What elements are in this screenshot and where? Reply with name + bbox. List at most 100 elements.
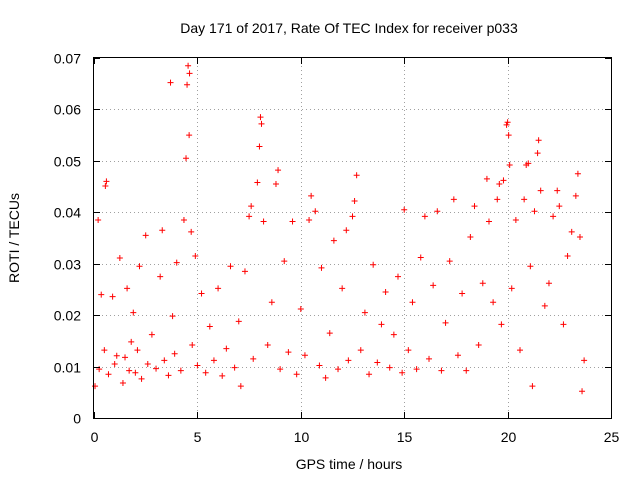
data-point [285,349,292,356]
data-point [102,183,109,190]
data-point [446,258,453,265]
data-point [322,374,329,381]
data-point [459,290,466,297]
data-point [316,362,323,369]
grid-lines [94,58,611,418]
data-point [370,261,377,268]
data-point [254,179,261,186]
data-point [177,367,184,374]
data-point [366,371,373,378]
data-point [394,273,401,280]
data-point [301,352,308,359]
data-point [219,372,226,379]
data-point [572,192,579,199]
data-point [231,364,238,371]
data-point [345,357,352,364]
data-point [144,361,151,367]
data-point [351,197,358,204]
data-point [202,369,209,376]
data-point [180,217,187,223]
chart-title: Day 171 of 2017, Rate Of TEC Index for r… [180,20,518,36]
data-point [173,259,180,266]
y-axis-label: ROTI / TECUs [6,193,22,283]
data-point [506,161,513,168]
data-point [529,383,536,390]
y-tick-label: 0 [73,411,81,427]
data-point [194,362,201,369]
data-point [517,347,524,354]
data-point [353,172,360,179]
data-point [277,366,284,373]
x-tick-label: 25 [604,429,620,445]
data-point [306,217,313,223]
data-point [126,367,133,374]
data-point [535,137,542,144]
data-point [185,62,192,69]
data-point [498,321,505,328]
data-point [527,263,534,270]
x-tick-label: 15 [397,429,413,445]
data-point [534,150,541,157]
data-point [250,355,257,362]
data-point [399,369,406,376]
data-point [442,319,449,326]
data-point [148,331,155,338]
data-point [183,155,190,162]
y-tick-label: 0.02 [54,308,81,324]
data-point [92,383,99,390]
data-points [92,62,588,395]
y-tick-label: 0.05 [54,154,81,170]
data-point [430,282,437,289]
data-point [390,331,397,338]
data-point [556,203,563,210]
data-point [335,366,342,373]
data-point [215,285,222,292]
data-point [281,258,288,265]
data-point [101,347,108,354]
data-point [330,237,337,244]
data-point [361,309,368,316]
data-point [237,383,244,390]
data-point [124,285,131,292]
data-point [421,213,428,220]
data-point [318,264,325,271]
data-point [248,203,255,210]
data-point [374,359,381,366]
data-point [272,181,279,187]
y-tick-label: 0.07 [54,51,81,67]
data-point [184,81,191,88]
data-point [169,313,176,320]
data-point [521,196,528,203]
data-point [142,232,149,239]
data-point [264,341,271,348]
data-point [132,369,139,376]
data-point [130,309,137,316]
data-point [109,293,116,300]
data-point [545,280,552,287]
y-tick-labels: 0 0.01 0.02 0.03 0.04 0.05 0.06 0.07 [54,51,81,427]
data-point [349,213,356,220]
data-point [128,338,135,345]
data-point [467,233,474,240]
data-point [568,228,575,235]
data-point [525,160,532,167]
data-point [426,355,433,362]
data-point [574,170,581,177]
data-point [189,341,196,348]
y-tick-label: 0.03 [54,257,81,273]
data-point [378,321,385,328]
data-point [438,367,445,374]
data-point [116,255,123,262]
data-point [550,213,557,220]
data-point [308,192,315,199]
data-point [186,132,193,139]
data-point [188,228,195,235]
data-point [241,268,248,275]
data-point [357,347,364,354]
data-point [257,114,264,121]
data-point [293,371,300,378]
data-point [223,345,230,352]
data-point [268,299,275,306]
data-point [579,388,586,395]
